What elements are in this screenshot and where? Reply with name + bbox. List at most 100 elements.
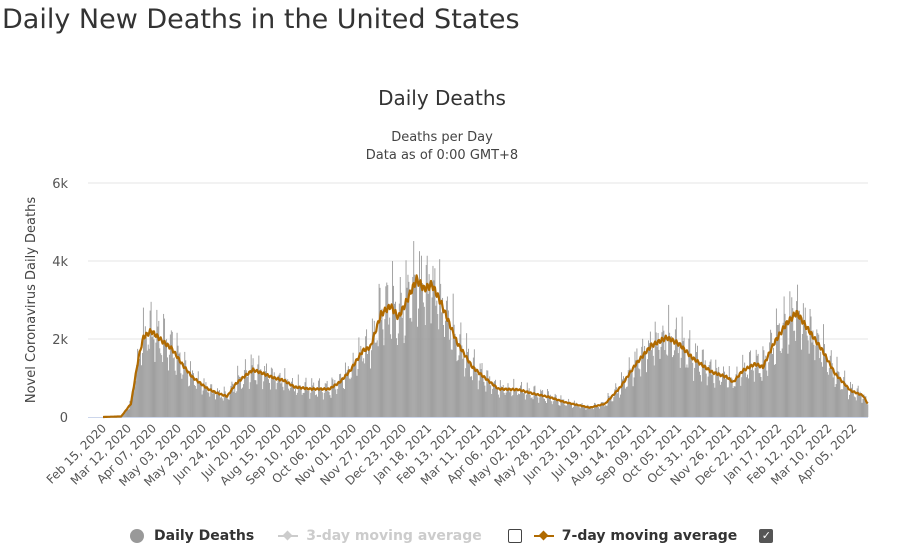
bar bbox=[609, 398, 611, 417]
bar bbox=[859, 391, 861, 417]
bar bbox=[650, 350, 652, 417]
bar bbox=[469, 361, 470, 417]
bar bbox=[146, 350, 148, 417]
bar bbox=[283, 390, 285, 417]
bar bbox=[488, 380, 490, 417]
bar bbox=[482, 376, 484, 417]
bar bbox=[397, 333, 399, 417]
bar bbox=[161, 355, 163, 417]
bar bbox=[637, 359, 639, 417]
bar bbox=[133, 391, 135, 417]
bar bbox=[574, 404, 576, 417]
bar bbox=[533, 386, 535, 417]
bar bbox=[385, 286, 387, 417]
bar bbox=[755, 349, 757, 417]
bar bbox=[672, 357, 673, 417]
bar bbox=[436, 300, 438, 417]
y-tick-label: 0 bbox=[60, 411, 68, 426]
bar bbox=[376, 340, 378, 417]
bar bbox=[711, 374, 713, 417]
bar bbox=[502, 385, 504, 417]
bar bbox=[271, 368, 273, 417]
y-tick-label: 6k bbox=[52, 177, 68, 192]
bar bbox=[733, 386, 735, 417]
bar bbox=[823, 324, 824, 417]
bar bbox=[614, 389, 616, 417]
bar bbox=[628, 357, 630, 417]
bar bbox=[457, 359, 459, 417]
bar bbox=[507, 383, 509, 417]
bar bbox=[836, 356, 838, 417]
bar bbox=[319, 388, 321, 417]
chart-title: Daily Deaths bbox=[378, 86, 506, 110]
bar bbox=[757, 353, 759, 417]
bar bbox=[608, 395, 610, 417]
bar bbox=[819, 358, 821, 417]
bar bbox=[792, 308, 794, 417]
bar bbox=[210, 384, 212, 417]
bar bbox=[426, 255, 428, 417]
bar bbox=[353, 362, 355, 417]
bar bbox=[645, 353, 647, 417]
bar bbox=[796, 301, 798, 417]
bar bbox=[205, 382, 207, 417]
bar bbox=[255, 380, 257, 417]
legend-3day-average[interactable]: 3-day moving average bbox=[278, 528, 482, 544]
bar bbox=[394, 301, 396, 417]
bar bbox=[701, 349, 703, 417]
bar bbox=[199, 382, 201, 417]
bar bbox=[508, 387, 510, 417]
bar bbox=[404, 335, 406, 417]
bar bbox=[727, 387, 729, 417]
bar bbox=[740, 385, 742, 417]
bar bbox=[265, 371, 267, 417]
bar bbox=[195, 388, 197, 417]
bar bbox=[804, 307, 806, 417]
chart-legend: Daily Deaths 3-day moving average 7-day … bbox=[130, 528, 774, 544]
legend-daily-deaths[interactable]: Daily Deaths bbox=[130, 528, 254, 544]
bar bbox=[312, 385, 314, 417]
bar bbox=[767, 375, 769, 417]
bar bbox=[593, 409, 595, 417]
bar bbox=[820, 351, 822, 417]
bar bbox=[860, 395, 862, 417]
bar bbox=[380, 319, 382, 417]
bar bbox=[835, 384, 837, 417]
bar bbox=[741, 377, 743, 417]
bar bbox=[795, 340, 797, 417]
bar bbox=[291, 381, 293, 417]
bar bbox=[746, 377, 748, 417]
bar bbox=[243, 384, 244, 417]
bar bbox=[674, 329, 676, 417]
bar bbox=[749, 350, 751, 417]
bar bbox=[470, 376, 471, 417]
bar bbox=[425, 265, 427, 417]
bar bbox=[850, 381, 851, 417]
bar bbox=[854, 397, 856, 417]
bar bbox=[181, 378, 183, 417]
bar bbox=[128, 409, 130, 417]
bar bbox=[187, 370, 189, 417]
checkbox-3day[interactable] bbox=[507, 529, 522, 543]
checkbox-7day[interactable]: ✓ bbox=[759, 529, 774, 543]
bar bbox=[793, 330, 795, 417]
legend-7day-average[interactable]: 7-day moving average bbox=[533, 528, 737, 544]
bar bbox=[351, 365, 353, 417]
bar bbox=[453, 324, 455, 417]
bar bbox=[527, 390, 529, 417]
bar bbox=[856, 388, 858, 417]
bar bbox=[276, 383, 278, 417]
bar bbox=[724, 379, 726, 417]
bar bbox=[409, 318, 411, 417]
bar bbox=[834, 386, 836, 417]
bar bbox=[700, 381, 702, 417]
bar bbox=[422, 302, 424, 417]
bar bbox=[418, 308, 419, 417]
bar bbox=[773, 347, 774, 417]
bar bbox=[299, 385, 301, 417]
bar bbox=[419, 251, 420, 417]
bar bbox=[498, 397, 500, 417]
bar bbox=[680, 357, 682, 417]
bar bbox=[342, 378, 343, 417]
bar bbox=[621, 372, 622, 417]
